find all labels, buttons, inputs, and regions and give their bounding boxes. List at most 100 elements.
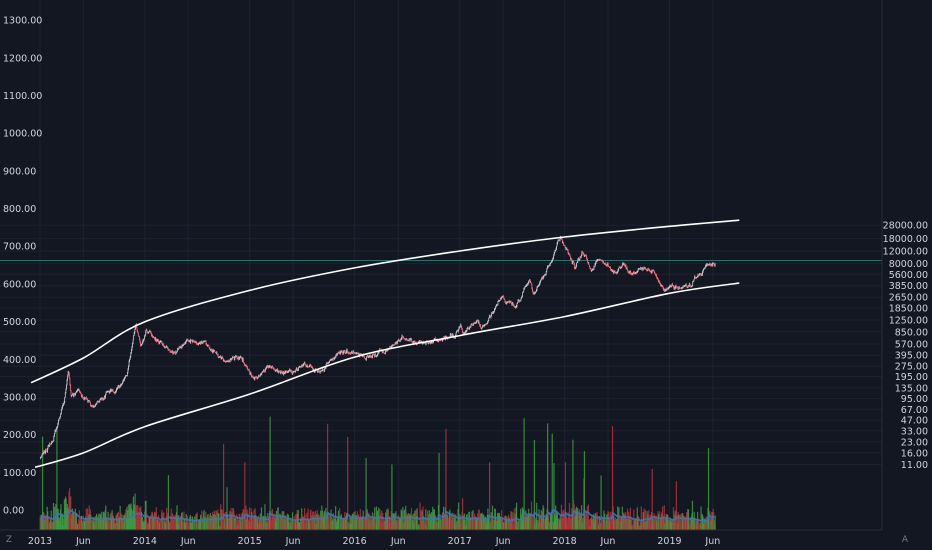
candle-body [494,308,496,310]
candle-body [175,351,176,354]
candle-body [177,348,179,350]
candle-body [504,299,506,302]
candle-body [75,392,76,395]
candle-body [431,341,433,343]
candle-body [389,346,391,349]
candle-body [475,322,477,323]
candle-body [672,284,673,286]
candle-body [89,400,90,402]
candle-body [191,340,193,342]
right-axis-tick-label: 11.00 [901,460,928,471]
candle-body [511,302,513,305]
candle-body [79,390,80,392]
candle-body [183,344,185,345]
candle-body [112,389,113,391]
time-axis[interactable]: 2013 Jun 2014 Jun 2015 Jun 2016 Jun 2017 Jun 2018 J… [0,529,882,550]
candle-body [480,325,482,329]
candle-body [382,351,384,353]
candle-body [345,351,347,354]
candle-body [549,263,551,265]
candle-body [248,369,249,371]
candle-body [301,364,303,367]
right-axis-tick-label: 23.00 [901,437,928,448]
candle-body [83,397,85,400]
candle-body [97,401,98,403]
candle-body [425,342,426,345]
volume-bar [158,515,160,530]
candle-body [45,449,47,452]
candle-body [661,285,663,287]
candle-body [522,291,524,293]
candle-body [536,290,537,292]
candle-body [212,349,214,353]
candle-body [437,340,438,341]
left-price-axis[interactable]: 0.00 100.00 200.00 300.00 400.00 500.00 600.00… [3,16,42,517]
lower-band-curve[interactable] [34,282,740,469]
candle-body [164,346,166,348]
candle-body [55,428,57,431]
upper-band-curve[interactable] [30,219,740,384]
candle-body [146,329,148,333]
time-axis-tick-label: 2013 [28,536,52,547]
candle-body [457,330,459,332]
candle-body [692,281,694,286]
candle-body [514,306,516,308]
candle-body [70,384,71,391]
candle-body [476,320,478,323]
right-log-price-axis[interactable]: 28000.00 18000.00 12000.008000.005600.0038… [881,0,932,550]
candle-body [330,360,332,361]
candle-body [194,341,196,343]
candle-body [53,436,55,442]
candle-body [264,368,266,372]
candle-body [49,443,51,445]
candle-body [147,332,148,333]
candle-body [51,442,52,445]
volume-bar [707,448,710,530]
candle-body [453,337,455,339]
candle-body [340,352,341,354]
volume-bar [700,506,702,530]
candle-body [379,349,381,351]
candle-body [406,338,407,340]
candle-body [230,358,232,360]
candle-body [63,401,65,404]
candle-body [184,343,186,345]
candle-body [334,357,336,358]
candle-body [576,262,578,263]
candle-body [394,344,395,346]
candle-body [632,273,634,275]
candle-body [254,377,256,380]
candle-body [483,325,484,327]
candle-body [547,266,549,267]
candle-body [498,300,499,302]
candle-body [105,394,106,398]
candle-body [286,371,288,373]
zoom-button[interactable]: Z [5,535,13,545]
candle-body [460,324,462,328]
candle-body [397,341,398,343]
candle-body [660,283,661,286]
candle-body [283,371,284,375]
candle-body [275,370,277,372]
candle-body [711,264,713,267]
candle-body [179,346,181,348]
candle-body [407,340,409,341]
right-axis-tick-label: 395.00 [895,351,928,362]
regression-bands[interactable] [30,219,740,469]
candle-body [657,278,659,281]
candle-body [155,338,157,340]
candle-body [471,323,473,325]
candle-body [131,346,133,350]
candle-body [382,351,383,353]
candle-body [432,341,434,343]
auto-scale-button[interactable]: A [901,535,909,545]
candle-body [664,289,666,292]
candle-body [584,254,586,256]
volume-bar [177,516,179,530]
candle-body [99,399,101,400]
candle-body [298,366,300,368]
candle-body [565,247,567,250]
candle-body [341,350,343,352]
candle-body [479,323,480,326]
